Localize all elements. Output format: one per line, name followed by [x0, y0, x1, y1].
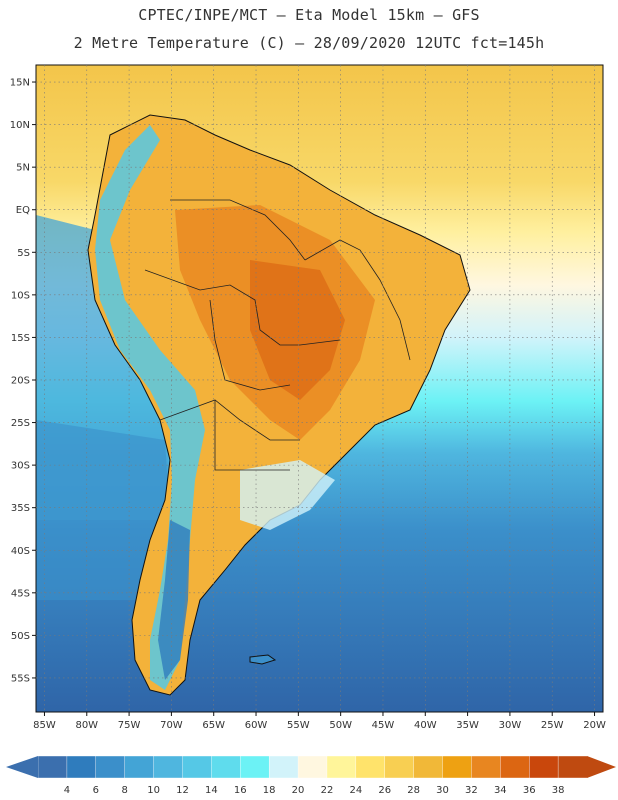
lat-label: 30S — [11, 461, 30, 472]
colorbar-segment — [355, 755, 386, 779]
lon-label: 25W — [541, 720, 564, 731]
colorbar-label: 36 — [523, 785, 536, 796]
colorbar-under-arrow — [6, 756, 38, 778]
colorbar-label: 26 — [378, 785, 391, 796]
colorbar-segment — [211, 755, 241, 779]
colorbar-segment — [326, 755, 357, 779]
southern-mild-region — [240, 460, 335, 530]
lat-label: 55S — [11, 673, 30, 684]
hottest-core-region — [250, 260, 345, 400]
andes-cold-band — [158, 520, 190, 680]
lat-label: 10S — [11, 290, 30, 301]
lat-label: 40S — [11, 546, 30, 557]
lat-label: 50S — [11, 631, 30, 642]
lat-label: 35S — [11, 503, 30, 514]
lon-label: 65W — [202, 720, 225, 731]
colorbar-segment — [557, 755, 588, 779]
colorbar-segment — [384, 755, 415, 779]
colorbar-label: 38 — [552, 785, 565, 796]
colorbar-labels: 4 6 8 10 12 14 16 18 20 22 24 26 28 30 32 34 36 38 — [64, 785, 565, 796]
colorbar-label: 20 — [292, 785, 305, 796]
graticule — [32, 65, 603, 716]
temperature-colorbar — [6, 755, 616, 779]
lat-label: 25S — [11, 418, 30, 429]
lon-label: 75W — [118, 720, 141, 731]
colorbar-segment — [124, 755, 155, 779]
lon-label: 55W — [287, 720, 310, 731]
lon-label: 20W — [583, 720, 606, 731]
falkland-islands — [249, 654, 277, 665]
colorbar-label: 32 — [465, 785, 478, 796]
map-title-line2: 2 Metre Temperature (C) – 28/09/2020 12U… — [73, 34, 545, 52]
lon-label: 60W — [245, 720, 268, 731]
colorbar-label: 6 — [93, 785, 99, 796]
colorbar-segment — [66, 755, 97, 779]
lon-label: 40W — [414, 720, 437, 731]
lon-label: 80W — [75, 720, 98, 731]
colorbar-segment — [500, 755, 530, 779]
colorbar-label: 30 — [436, 785, 449, 796]
colorbar-over-arrow — [587, 756, 616, 778]
colorbar-label: 14 — [205, 785, 218, 796]
lat-label: 15N — [10, 78, 30, 89]
colorbar-segment — [413, 755, 444, 779]
lat-label: 5S — [17, 248, 30, 259]
colorbar-label: 10 — [147, 785, 160, 796]
colorbar-segment — [153, 755, 183, 779]
colorbar-segment — [37, 755, 68, 779]
colorbar-label: 18 — [263, 785, 276, 796]
lon-label: 50W — [329, 720, 352, 731]
map-title-line1: CPTEC/INPE/MCT – Eta Model 15km – GFS — [138, 6, 480, 24]
lat-label: 20S — [11, 375, 30, 386]
colorbar-label: 22 — [321, 785, 334, 796]
colorbar-segment — [182, 755, 212, 779]
colorbar-segment — [95, 755, 126, 779]
colorbar-label: 4 — [64, 785, 70, 796]
lat-label: 5N — [16, 163, 30, 174]
colorbar-label: 16 — [234, 785, 247, 796]
lat-label: 45S — [11, 588, 30, 599]
longitude-labels: 85W 80W 75W 70W 65W 60W 55W 50W 45W 40W 35W 30W 25W 2… — [33, 720, 606, 731]
lat-label: 15S — [11, 333, 30, 344]
colorbar-segment — [240, 755, 270, 779]
colorbar-label: 28 — [407, 785, 420, 796]
colorbar-segment — [442, 755, 472, 779]
lon-label: 70W — [160, 720, 183, 731]
map-frame — [35, 64, 604, 713]
latitude-labels: 15N 10N 5N EQ 5S 10S 15S 20S 25S 30S 35S 40S 45S 50S 5… — [10, 78, 30, 685]
map-frame-content — [36, 65, 603, 712]
lon-label: 85W — [33, 720, 56, 731]
lon-label: 35W — [456, 720, 479, 731]
colorbar-label: 24 — [349, 785, 362, 796]
colorbar-label: 12 — [176, 785, 189, 796]
lat-label: EQ — [16, 205, 30, 216]
colorbar-segment — [297, 755, 328, 779]
colorbar-segment — [268, 755, 299, 779]
colorbar-label: 34 — [494, 785, 507, 796]
lat-label: 10N — [10, 120, 30, 131]
lon-label: 45W — [372, 720, 395, 731]
colorbar-label: 8 — [121, 785, 127, 796]
colorbar-segment — [529, 755, 559, 779]
colorbar-segment — [471, 755, 501, 779]
lon-label: 30W — [499, 720, 522, 731]
